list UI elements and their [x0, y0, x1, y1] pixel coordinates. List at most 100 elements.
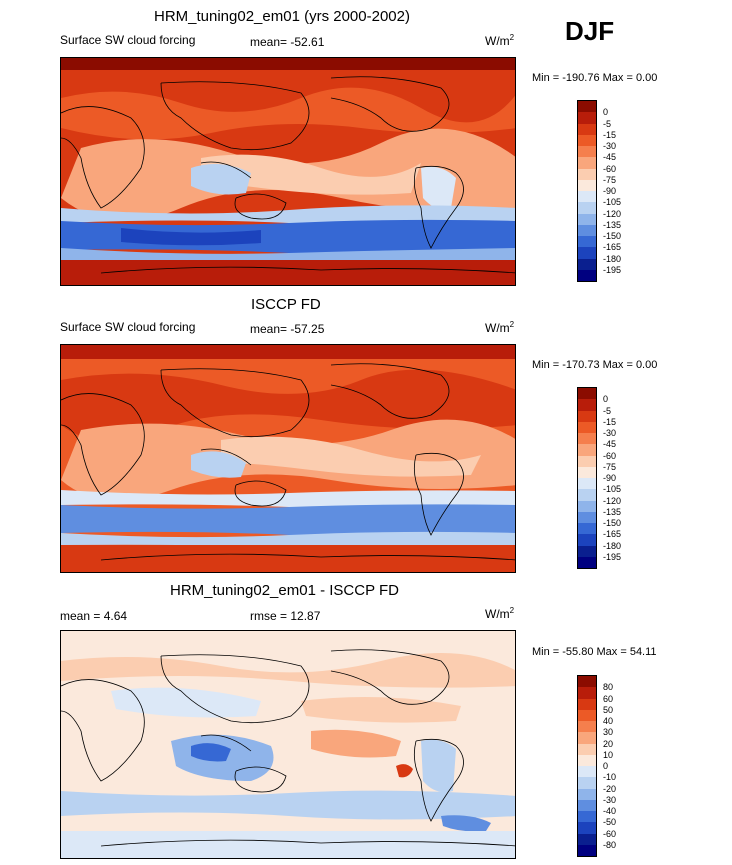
colorbar-swatch [578, 455, 596, 467]
colorbar-tick-label: -15 [603, 129, 617, 140]
colorbar-tick-label: -195 [603, 551, 622, 562]
colorbar-swatch [578, 123, 596, 135]
colorbar-swatch [578, 709, 596, 721]
colorbar-tick-label: 0 [603, 761, 609, 771]
colorbar-tick-label: -60 [603, 450, 617, 461]
colorbar-tick-label: -60 [603, 828, 617, 839]
panel-2-mean: mean= -57.25 [250, 322, 325, 336]
panel-2-title: ISCCP FD [251, 296, 321, 313]
colorbar-swatch [578, 202, 596, 214]
colorbar-swatch [578, 433, 596, 445]
colorbar-tick-label: 10 [603, 749, 614, 760]
colorbar-tick-label: -180 [603, 253, 622, 264]
colorbar-swatch [578, 444, 596, 456]
panel-2-units: W/m2 [485, 320, 515, 335]
colorbar-swatch [578, 687, 596, 699]
colorbar-swatch [578, 822, 596, 834]
colorbar-swatch [578, 399, 596, 411]
colorbar-swatch [578, 258, 596, 270]
colorbar-swatch [578, 500, 596, 512]
colorbar-tick-label: 40 [603, 716, 614, 726]
colorbar-swatch [578, 101, 596, 113]
panel-3-minmax: Min = -55.80 Max = 54.11 [532, 646, 657, 658]
colorbar-swatch [578, 191, 596, 203]
colorbar-tick-label: -45 [603, 439, 617, 450]
colorbar-tick-label: 0 [603, 394, 609, 405]
colorbar-swatch [578, 466, 596, 478]
colorbar-tick-label: -90 [603, 186, 617, 196]
colorbar-tick-label: -5 [603, 405, 612, 416]
colorbar-tick-label: -165 [603, 529, 622, 540]
colorbar-swatch [578, 534, 596, 546]
colorbar-swatch [578, 676, 596, 688]
panel-1-colorbar [577, 100, 597, 282]
colorbar-swatch [578, 410, 596, 422]
panel-3-rmse: rmse = 12.87 [250, 609, 321, 623]
panel-3-colorbar-cells [578, 676, 596, 856]
colorbar-swatch [578, 247, 596, 259]
colorbar-tick-label: 20 [603, 738, 614, 749]
colorbar-swatch [578, 721, 596, 733]
panel-3-title: HRM_tuning02_em01 - ISCCP FD [170, 582, 399, 599]
panel-1-units: W/m2 [485, 33, 515, 48]
colorbar-tick-label: -80 [603, 839, 617, 850]
colorbar-tick-label: -105 [603, 484, 622, 495]
colorbar-swatch [578, 157, 596, 169]
colorbar-tick-label: -75 [603, 174, 617, 185]
colorbar-tick-label: -135 [603, 219, 622, 230]
colorbar-swatch [578, 754, 596, 766]
panel-2-map [60, 344, 516, 573]
colorbar-swatch [578, 766, 596, 778]
season-label: DJF [565, 16, 615, 46]
colorbar-tick-label: -30 [603, 428, 617, 438]
colorbar-swatch [578, 478, 596, 490]
panel-3-map-field [61, 631, 515, 858]
colorbar-tick-label: 60 [603, 693, 614, 704]
panel-2-colorbar [577, 387, 597, 569]
colorbar-tick-label: -120 [603, 495, 622, 506]
colorbar-swatch [578, 112, 596, 124]
colorbar-swatch [578, 833, 596, 845]
colorbar-tick-label: -5 [603, 118, 612, 129]
colorbar-swatch [578, 545, 596, 557]
colorbar-swatch [578, 489, 596, 501]
colorbar-tick-label: -30 [603, 794, 617, 805]
colorbar-tick-label: -135 [603, 506, 622, 517]
panel-2-minmax: Min = -170.73 Max = 0.00 [532, 359, 658, 371]
panel-1-colorbar-cells [578, 101, 596, 281]
colorbar-tick-label: -75 [603, 461, 617, 472]
colorbar-swatch [578, 788, 596, 800]
colorbar-swatch [578, 421, 596, 433]
panel-1-minmax: Min = -190.76 Max = 0.00 [532, 72, 658, 84]
panel-3-map [60, 630, 516, 859]
panel-3-colorbar [577, 675, 597, 857]
colorbar-tick-label: 0 [603, 107, 609, 118]
colorbar-tick-label: -40 [603, 806, 617, 816]
panel-3-units: W/m2 [485, 606, 515, 621]
colorbar-tick-label: -165 [603, 242, 622, 253]
colorbar-tick-label: -45 [603, 152, 617, 163]
colorbar-swatch [578, 698, 596, 710]
colorbar-tick-label: 50 [603, 704, 614, 715]
colorbar-swatch [578, 224, 596, 236]
colorbar-tick-label: -180 [603, 540, 622, 551]
colorbar-swatch [578, 811, 596, 823]
colorbar-tick-label: 30 [603, 727, 614, 738]
colorbar-swatch [578, 236, 596, 248]
colorbar-swatch [578, 777, 596, 789]
colorbar-swatch [578, 556, 596, 568]
colorbar-swatch [578, 269, 596, 281]
colorbar-swatch [578, 743, 596, 755]
colorbar-swatch [578, 511, 596, 523]
colorbar-swatch [578, 844, 596, 856]
panel-2-colorbar-cells [578, 388, 596, 568]
colorbar-tick-label: -105 [603, 197, 622, 208]
colorbar-tick-label: -10 [603, 772, 617, 783]
panel-1-variable-label: Surface SW cloud forcing [60, 33, 196, 47]
panel-1-map-field [61, 58, 515, 285]
colorbar-swatch [578, 732, 596, 744]
colorbar-swatch [578, 213, 596, 225]
colorbar-tick-label: -90 [603, 473, 617, 483]
panel-1-mean: mean= -52.61 [250, 35, 325, 49]
colorbar-swatch [578, 179, 596, 191]
